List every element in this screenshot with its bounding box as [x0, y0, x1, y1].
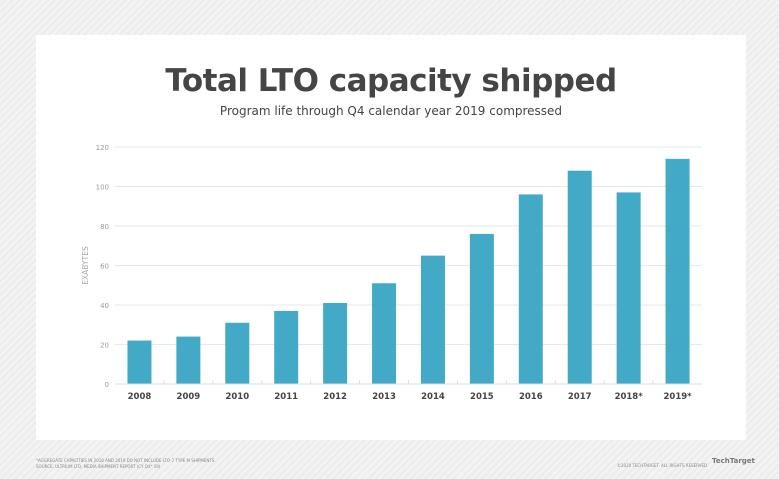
chart-subtitle: Program life through Q4 calendar year 20…	[219, 104, 563, 118]
x-tick-label: 2016	[519, 392, 543, 402]
x-tick-label: 2019*	[663, 392, 692, 402]
x-tick-label: 2009	[177, 392, 201, 402]
y-tick-label: 20	[100, 342, 109, 350]
footnotes: *AGGREGATE CAPACITIES IN 2018 AND 2019 D…	[36, 458, 214, 470]
bar-2017	[567, 170, 592, 384]
x-tick-label: 2010	[225, 392, 249, 402]
y-tick-label: 40	[100, 302, 109, 310]
bar-2016	[518, 194, 543, 384]
techtarget-logo: TechTarget	[712, 457, 755, 465]
x-tick-label: 2008	[128, 392, 152, 402]
x-tick-label: 2018*	[615, 392, 644, 402]
x-tick-label: 2014	[421, 392, 445, 402]
copyright: ©2020 TECHTARGET. ALL RIGHTS RESERVED	[617, 463, 708, 468]
x-tick-label: 2012	[323, 392, 347, 402]
footnote: SOURCE: ULTRIUM LTO, MEDIA SHIPMENT REPO…	[36, 464, 161, 469]
bar-2014	[420, 255, 445, 384]
y-axis-label: EXABYTES	[81, 246, 90, 285]
bar-2011	[274, 310, 299, 384]
y-tick-label: 60	[100, 263, 109, 271]
x-tick-label: 2013	[372, 392, 396, 402]
footnote: *AGGREGATE CAPACITIES IN 2018 AND 2019 D…	[36, 458, 215, 463]
bar-2010	[225, 322, 250, 384]
y-tick-label: 80	[100, 223, 109, 231]
bar-2019*	[665, 158, 690, 384]
bar-2015	[469, 233, 494, 384]
bar-2012	[323, 303, 348, 384]
x-tick-label: 2011	[274, 392, 298, 402]
x-tick-label: 2015	[470, 392, 494, 402]
bar-2013	[372, 283, 397, 384]
bar-2018*	[616, 192, 641, 384]
bar-2009	[176, 336, 201, 384]
y-tick-label: 100	[96, 184, 109, 192]
chart-title: Total LTO capacity shipped	[165, 63, 617, 99]
y-tick-label: 0	[105, 381, 109, 389]
y-tick-label: 120	[96, 144, 109, 152]
bar-2008	[127, 340, 152, 384]
x-tick-label: 2017	[568, 392, 592, 402]
